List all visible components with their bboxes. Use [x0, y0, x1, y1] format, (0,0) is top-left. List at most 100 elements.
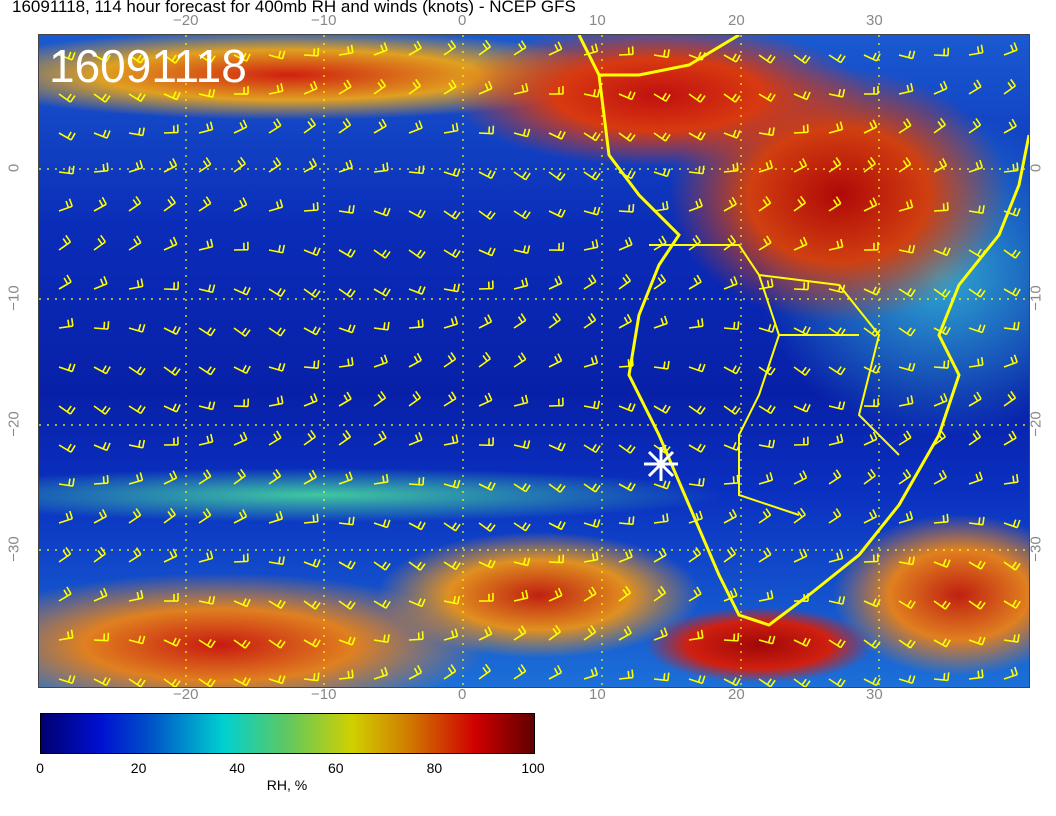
wind-barb	[408, 521, 426, 531]
wind-barb	[338, 44, 354, 56]
wind-barb	[793, 403, 811, 413]
wind-barb	[828, 88, 846, 98]
wind-barb	[93, 276, 108, 290]
wind-barb	[443, 595, 461, 605]
wind-barb	[793, 637, 811, 647]
wind-barb	[198, 54, 216, 64]
wind-barb	[513, 210, 531, 220]
wind-barb	[93, 93, 111, 103]
wind-barb	[513, 664, 527, 680]
wind-barb	[128, 508, 142, 524]
wind-barb	[128, 547, 142, 563]
wind-barb	[408, 209, 426, 219]
wind-barb	[1003, 599, 1021, 609]
wind-barb	[338, 117, 352, 134]
wind-barb	[198, 196, 212, 212]
wind-barb	[338, 205, 355, 214]
wind-barb	[58, 318, 74, 329]
wind-barb	[933, 202, 949, 212]
wind-barb	[723, 196, 737, 212]
wind-barb	[58, 629, 74, 641]
wind-barb	[758, 235, 772, 251]
wind-barb	[163, 281, 180, 291]
wind-barb	[198, 366, 216, 376]
wind-barb	[863, 431, 878, 446]
wind-barb	[653, 49, 670, 59]
wind-barb	[863, 85, 879, 95]
wind-barb	[58, 165, 75, 175]
wind-barb	[688, 363, 706, 373]
wind-barb	[688, 234, 702, 251]
colorbar-tick: 20	[130, 760, 147, 776]
wind-barb	[408, 665, 423, 680]
wind-barb	[128, 590, 144, 602]
wind-barb	[93, 475, 109, 485]
wind-barb	[513, 82, 529, 95]
wind-barb	[688, 51, 706, 61]
wind-barb	[373, 287, 391, 297]
wind-barb	[898, 157, 912, 173]
wind-barb	[548, 397, 564, 407]
wind-barb	[268, 157, 282, 173]
wind-barb	[863, 509, 878, 524]
wind-barb	[653, 480, 671, 490]
wind-barb	[373, 162, 389, 173]
wind-barb	[58, 198, 73, 212]
wind-barb	[898, 362, 916, 372]
wind-barb	[478, 522, 496, 532]
wind-barb	[583, 43, 599, 56]
wind-barb	[933, 429, 947, 446]
wind-barb	[478, 663, 491, 680]
wind-barb	[618, 585, 632, 602]
wind-barb	[653, 360, 670, 370]
lon-tick-label: −10	[311, 686, 337, 703]
wind-barb	[688, 586, 702, 602]
wind-barb	[758, 366, 776, 376]
wind-barb	[163, 678, 181, 687]
wind-barb	[163, 593, 179, 602]
wind-barb	[898, 327, 916, 337]
wind-barb	[478, 559, 496, 569]
wind-barb	[233, 241, 249, 251]
wind-barb	[828, 54, 846, 64]
wind-barb	[93, 632, 110, 642]
colorbar	[40, 713, 535, 754]
wind-barb	[303, 247, 321, 257]
wind-barb	[93, 442, 111, 452]
wind-barb	[583, 132, 601, 142]
wind-barb	[898, 287, 916, 298]
wind-barb	[653, 404, 671, 414]
wind-barb	[583, 624, 597, 641]
wind-barb	[268, 199, 284, 212]
wind-barb	[723, 474, 739, 485]
wind-barb	[583, 483, 601, 493]
wind-barb	[828, 121, 844, 134]
white-star-marker	[644, 447, 678, 481]
wind-barb	[478, 210, 496, 220]
colorbar-tick: 100	[521, 760, 545, 776]
wind-barb	[268, 50, 286, 60]
wind-barb	[688, 443, 706, 453]
wind-barb	[828, 366, 846, 376]
colorbar-label: RH, %	[266, 777, 308, 793]
wind-barb	[1003, 474, 1019, 485]
wind-barb	[58, 546, 72, 563]
wind-barb	[828, 196, 842, 212]
wind-barb	[128, 472, 144, 485]
wind-barb	[898, 82, 914, 95]
wind-barb	[163, 158, 178, 173]
wind-barb	[268, 83, 284, 95]
wind-barb	[198, 157, 212, 173]
wind-barb	[303, 47, 320, 57]
wind-barb	[163, 436, 179, 446]
wind-barb	[268, 287, 286, 298]
wind-barb	[618, 402, 636, 412]
wind-barb	[688, 198, 703, 212]
wind-barb	[128, 635, 146, 645]
wind-barb	[373, 249, 391, 259]
wind-barb	[58, 405, 76, 415]
wind-barb	[793, 593, 809, 602]
wind-barb	[548, 85, 564, 95]
wind-barb	[828, 639, 846, 649]
wind-barb	[548, 130, 566, 140]
